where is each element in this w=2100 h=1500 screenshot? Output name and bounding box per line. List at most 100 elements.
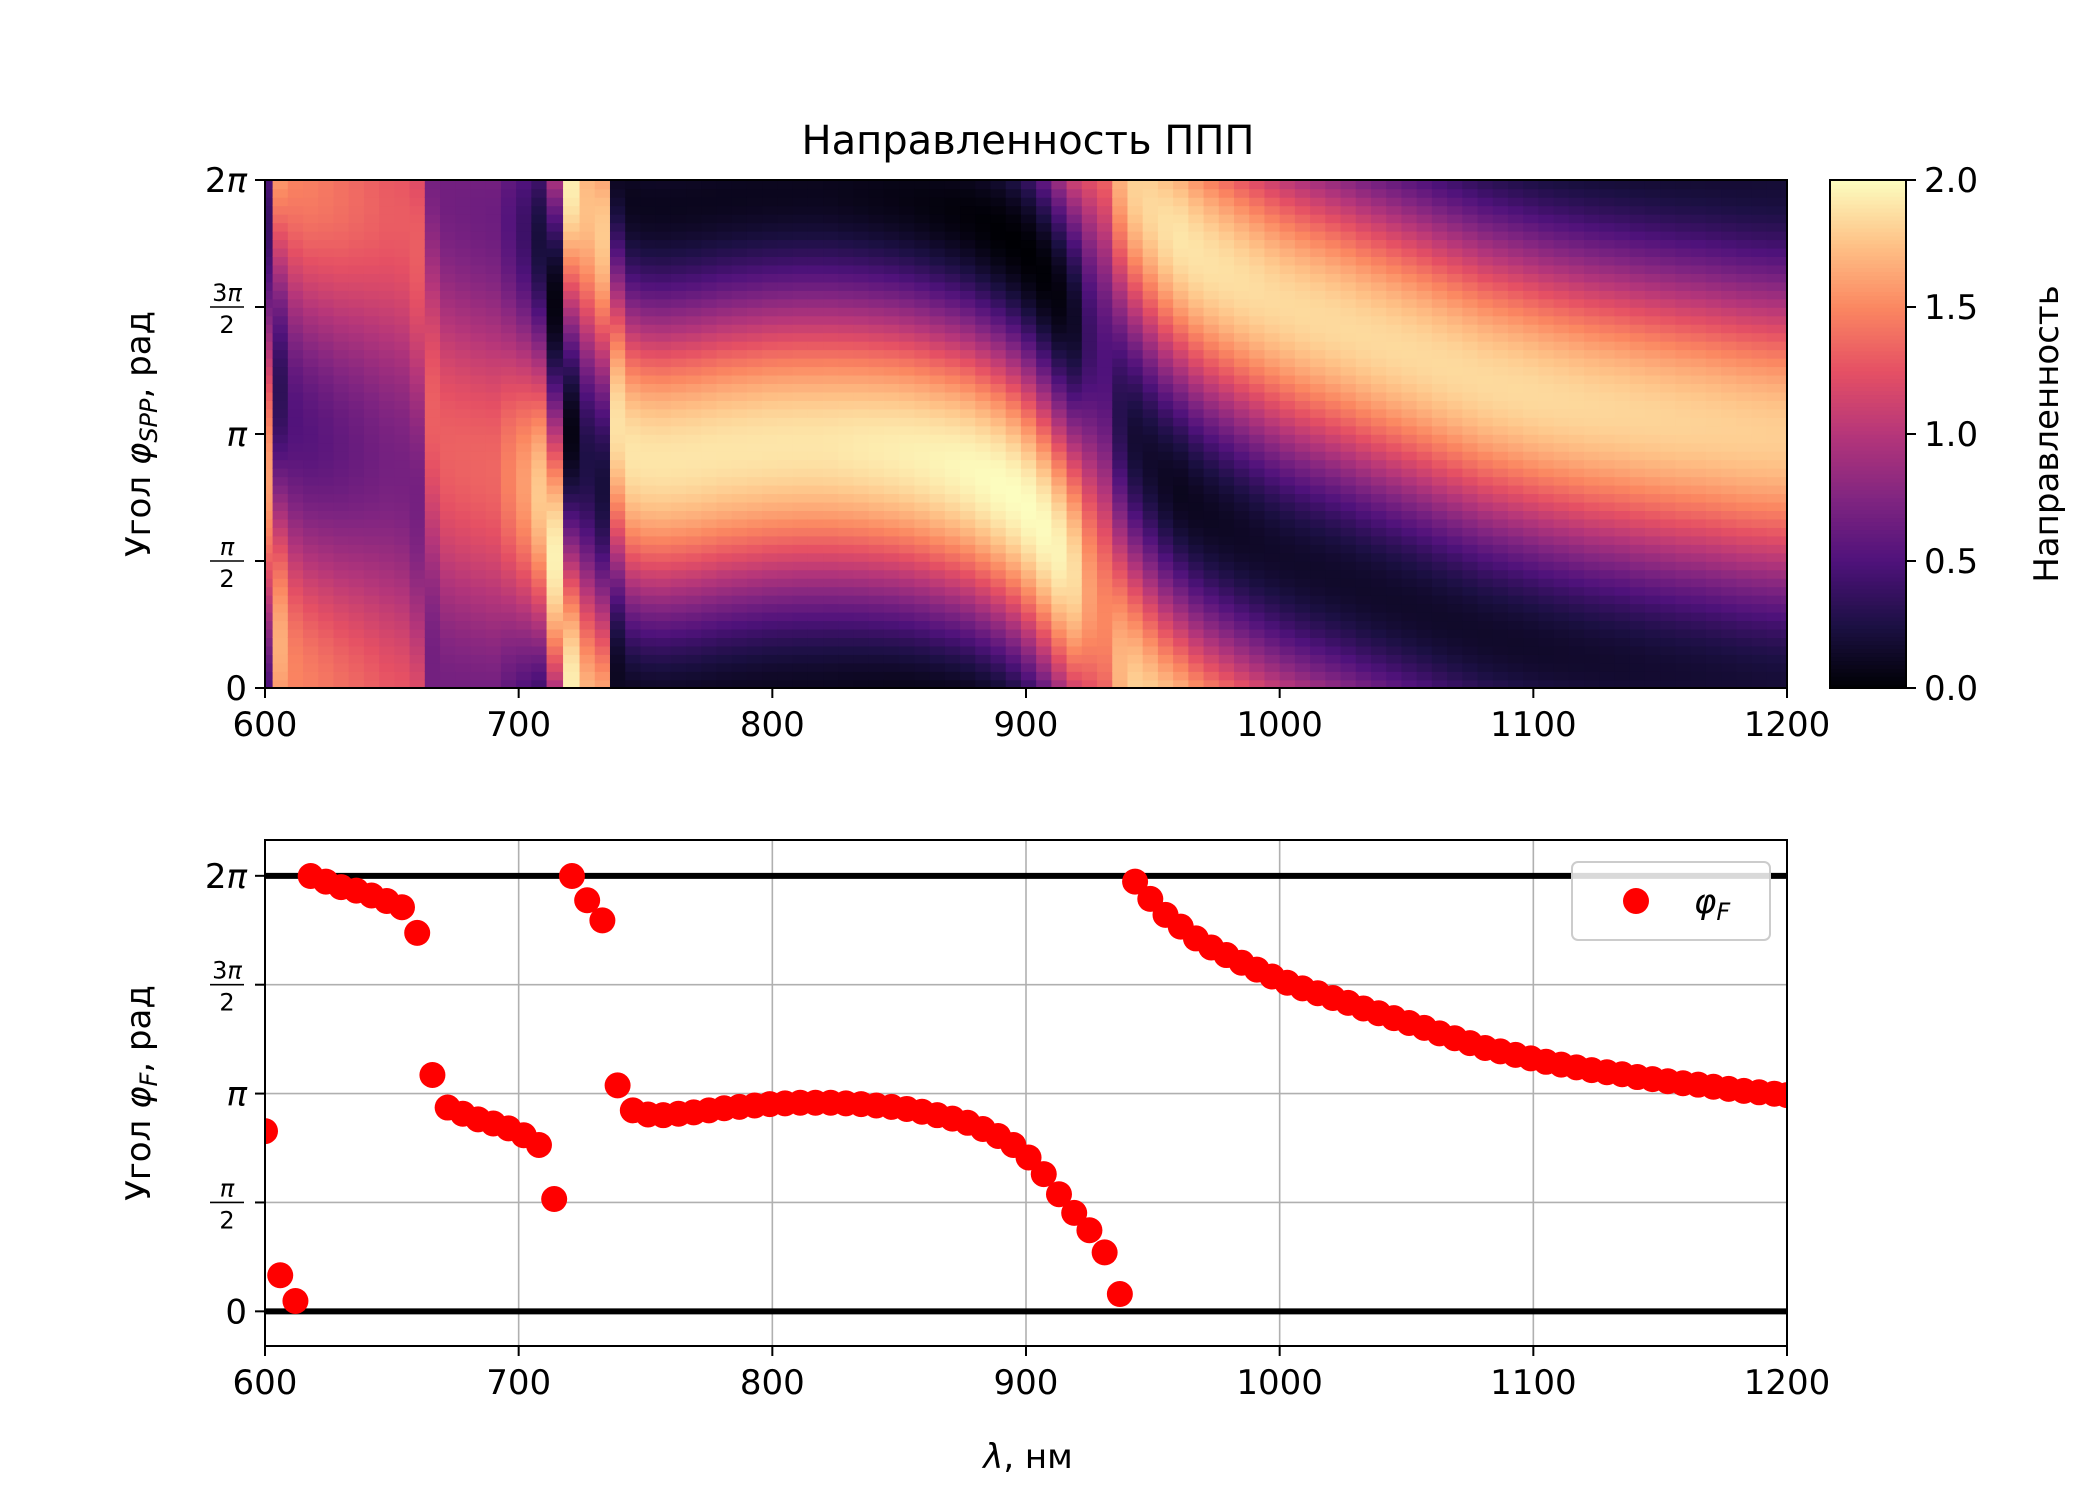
heatmap-cell bbox=[853, 180, 870, 190]
heatmap-cell bbox=[990, 493, 1007, 503]
heatmap-cell bbox=[1127, 425, 1144, 435]
heatmap-cell bbox=[792, 400, 809, 410]
heatmap-cell bbox=[379, 594, 396, 605]
heatmap-cell bbox=[363, 366, 380, 376]
heatmap-cell bbox=[516, 476, 533, 486]
heatmap-cell bbox=[440, 349, 457, 359]
heatmap-cell bbox=[579, 442, 596, 452]
heatmap-cell bbox=[303, 180, 320, 190]
heatmap-cell bbox=[1401, 535, 1418, 545]
heatmap-cell bbox=[777, 340, 794, 351]
heatmap-cell bbox=[563, 247, 581, 257]
heatmap-cell bbox=[1005, 459, 1022, 469]
heatmap-cell bbox=[1218, 290, 1235, 300]
heatmap-cell bbox=[470, 654, 487, 664]
heatmap-cell bbox=[625, 611, 642, 622]
heatmap-cell bbox=[440, 611, 457, 622]
heatmap-cell bbox=[1066, 188, 1083, 198]
heatmap-cell bbox=[265, 400, 274, 410]
heatmap-cell bbox=[1036, 357, 1053, 368]
heatmap-cell bbox=[563, 332, 581, 342]
heatmap-cell bbox=[1386, 450, 1403, 461]
heatmap-cell bbox=[1340, 213, 1357, 224]
heatmap-cell bbox=[1188, 493, 1205, 503]
heatmap-cell bbox=[975, 188, 992, 198]
heatmap-cell bbox=[1218, 527, 1235, 537]
heatmap-cell bbox=[868, 561, 885, 571]
heatmap-cell bbox=[868, 239, 885, 249]
heatmap-cell bbox=[1112, 290, 1129, 300]
heatmap-cell bbox=[1325, 611, 1342, 622]
heatmap-cell bbox=[640, 493, 657, 503]
heatmap-cell bbox=[1036, 222, 1053, 232]
heatmap-cell bbox=[686, 408, 703, 418]
heatmap-cell bbox=[1051, 307, 1068, 317]
heatmap-cell bbox=[1005, 586, 1022, 596]
heatmap-cell bbox=[516, 510, 533, 520]
heatmap-cell bbox=[500, 552, 517, 562]
heatmap-cell bbox=[1097, 434, 1114, 444]
heatmap-cell bbox=[1142, 247, 1159, 257]
heatmap-cell bbox=[731, 442, 748, 452]
heatmap-cell bbox=[1066, 535, 1083, 545]
heatmap-cell bbox=[990, 247, 1007, 257]
heatmap-cell bbox=[686, 290, 703, 300]
heatmap-cell bbox=[731, 637, 748, 647]
heatmap-cell bbox=[883, 357, 900, 368]
heatmap-cell bbox=[516, 332, 533, 342]
heatmap-cell bbox=[1340, 298, 1357, 308]
heatmap-cell bbox=[655, 239, 672, 249]
heatmap-cell bbox=[1036, 628, 1053, 638]
heatmap-cell bbox=[440, 459, 457, 469]
heatmap-cell bbox=[899, 307, 916, 317]
heatmap-cell bbox=[716, 391, 733, 401]
heatmap-cell bbox=[1340, 679, 1357, 689]
heatmap-cell bbox=[625, 544, 642, 554]
heatmap-cell bbox=[470, 552, 487, 562]
heatmap-cell bbox=[579, 679, 596, 689]
heatmap-cell bbox=[914, 247, 931, 257]
heatmap-cell bbox=[363, 256, 380, 266]
heatmap-cell bbox=[1416, 620, 1433, 630]
heatmap-cell bbox=[563, 366, 581, 376]
heatmap-cell bbox=[670, 222, 687, 232]
heatmap-cell bbox=[807, 611, 824, 622]
heatmap-cell bbox=[333, 222, 350, 232]
heatmap-cell bbox=[1264, 645, 1281, 655]
heatmap-cell bbox=[1173, 425, 1190, 435]
heatmap-cell bbox=[516, 383, 533, 393]
heatmap-cell bbox=[1340, 391, 1357, 401]
heatmap-cell bbox=[1431, 467, 1448, 478]
heatmap-cell bbox=[394, 349, 411, 359]
heatmap-cell bbox=[1173, 501, 1190, 511]
heatmap-cell bbox=[1249, 230, 1266, 241]
heatmap-cell bbox=[1036, 417, 1053, 427]
heatmap-cell bbox=[1036, 383, 1053, 393]
heatmap-cell bbox=[594, 340, 611, 351]
heatmap-cell bbox=[914, 620, 931, 630]
heatmap-cell bbox=[455, 637, 472, 647]
heatmap-cell bbox=[470, 569, 487, 579]
heatmap-cell bbox=[777, 425, 794, 435]
heatmap-cell bbox=[899, 230, 916, 241]
heatmap-cell bbox=[394, 205, 411, 215]
heatmap-cell bbox=[655, 637, 672, 647]
heatmap-cell bbox=[823, 510, 840, 520]
heatmap-cell bbox=[625, 501, 642, 511]
heatmap-cell bbox=[746, 628, 763, 638]
heatmap-cell bbox=[686, 180, 703, 190]
heatmap-cell bbox=[1097, 307, 1114, 317]
heatmap-cell bbox=[625, 603, 642, 613]
heatmap-cell bbox=[990, 544, 1007, 554]
heatmap-cell bbox=[1340, 544, 1357, 554]
heatmap-cell bbox=[1081, 332, 1098, 342]
heatmap-cell bbox=[1264, 307, 1281, 317]
heatmap-cell bbox=[716, 357, 733, 368]
heatmap-cell bbox=[990, 180, 1007, 190]
heatmap-cell bbox=[287, 408, 304, 418]
heatmap-cell bbox=[1477, 425, 1494, 435]
heatmap-cell bbox=[1355, 637, 1372, 647]
heatmap-cell bbox=[394, 400, 411, 410]
heatmap-cell bbox=[655, 408, 672, 418]
heatmap-cell bbox=[609, 205, 627, 215]
